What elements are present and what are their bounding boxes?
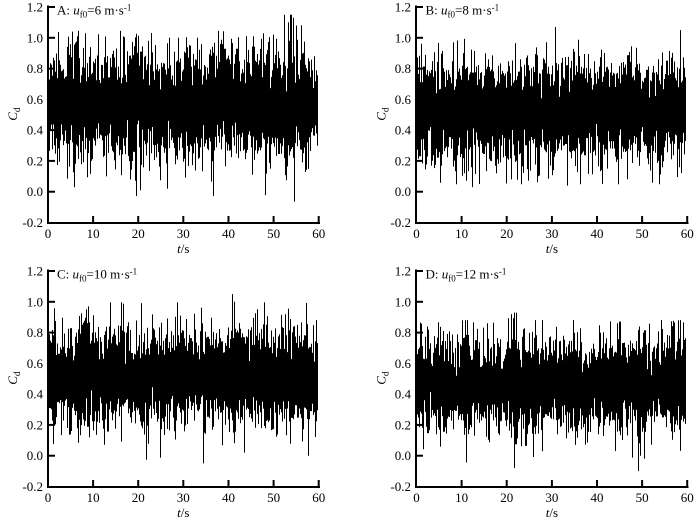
svg-text:40: 40 (591, 226, 604, 241)
svg-text:0.6: 0.6 (27, 356, 44, 371)
svg-text:0: 0 (45, 226, 52, 241)
svg-text:20: 20 (500, 490, 513, 505)
svg-text:Cd: Cd (5, 107, 23, 121)
svg-text:0.4: 0.4 (395, 123, 412, 138)
svg-text:1.2: 1.2 (395, 0, 411, 15)
svg-text:0.8: 0.8 (395, 325, 411, 340)
svg-text:-0.2: -0.2 (390, 215, 411, 230)
svg-text:t/s: t/s (177, 505, 189, 520)
svg-text:1.0: 1.0 (27, 294, 43, 309)
svg-text:50: 50 (636, 226, 649, 241)
svg-text:20: 20 (132, 226, 145, 241)
svg-text:60: 60 (312, 490, 325, 505)
svg-text:30: 30 (545, 490, 558, 505)
svg-text:D: uf0=12 m·s-1: D: uf0=12 m·s-1 (426, 267, 507, 284)
svg-text:0: 0 (413, 490, 420, 505)
svg-text:0.4: 0.4 (27, 387, 44, 402)
svg-text:B: uf0=8 m·s-1: B: uf0=8 m·s-1 (426, 3, 500, 20)
svg-text:-0.2: -0.2 (22, 479, 43, 494)
svg-text:40: 40 (222, 226, 235, 241)
svg-text:0: 0 (413, 226, 420, 241)
svg-text:0.6: 0.6 (27, 92, 44, 107)
svg-text:30: 30 (177, 226, 190, 241)
svg-text:0.8: 0.8 (27, 61, 43, 76)
svg-text:0.2: 0.2 (27, 417, 43, 432)
svg-text:40: 40 (591, 490, 604, 505)
svg-text:30: 30 (177, 490, 190, 505)
svg-text:0.4: 0.4 (395, 387, 412, 402)
svg-text:-0.2: -0.2 (22, 215, 43, 230)
svg-text:0.0: 0.0 (27, 448, 43, 463)
svg-text:0: 0 (45, 490, 52, 505)
svg-text:60: 60 (681, 226, 694, 241)
svg-text:0.6: 0.6 (395, 356, 412, 371)
svg-text:0.0: 0.0 (27, 184, 43, 199)
svg-text:0.0: 0.0 (395, 448, 411, 463)
svg-text:1.2: 1.2 (395, 264, 411, 279)
svg-text:0.6: 0.6 (395, 92, 412, 107)
svg-text:60: 60 (681, 490, 694, 505)
svg-text:20: 20 (132, 490, 145, 505)
svg-text:30: 30 (545, 226, 558, 241)
svg-text:t/s: t/s (177, 241, 189, 256)
svg-text:t/s: t/s (546, 505, 558, 520)
svg-text:0.2: 0.2 (395, 153, 411, 168)
svg-text:Cd: Cd (374, 371, 392, 385)
svg-text:60: 60 (312, 226, 325, 241)
svg-text:C: uf0=10 m·s-1: C: uf0=10 m·s-1 (57, 267, 137, 284)
svg-text:0.8: 0.8 (395, 61, 411, 76)
svg-text:1.0: 1.0 (27, 30, 43, 45)
svg-text:0.0: 0.0 (395, 184, 411, 199)
svg-text:50: 50 (636, 490, 649, 505)
svg-text:0.4: 0.4 (27, 123, 44, 138)
svg-text:Cd: Cd (374, 107, 392, 121)
svg-text:10: 10 (455, 490, 468, 505)
svg-text:Cd: Cd (5, 371, 23, 385)
svg-text:10: 10 (87, 490, 100, 505)
svg-text:20: 20 (500, 226, 513, 241)
svg-text:1.0: 1.0 (395, 294, 411, 309)
svg-text:0.8: 0.8 (27, 325, 43, 340)
svg-text:1.2: 1.2 (27, 264, 43, 279)
svg-text:50: 50 (267, 226, 280, 241)
svg-text:40: 40 (222, 490, 235, 505)
svg-text:1.2: 1.2 (27, 0, 43, 15)
svg-text:50: 50 (267, 490, 280, 505)
svg-text:10: 10 (455, 226, 468, 241)
svg-text:-0.2: -0.2 (390, 479, 411, 494)
svg-text:0.2: 0.2 (395, 417, 411, 432)
svg-text:10: 10 (87, 226, 100, 241)
svg-text:1.0: 1.0 (395, 30, 411, 45)
svg-text:t/s: t/s (546, 241, 558, 256)
svg-text:A: uf0=6 m·s-1: A: uf0=6 m·s-1 (57, 3, 131, 20)
svg-text:0.2: 0.2 (27, 153, 43, 168)
